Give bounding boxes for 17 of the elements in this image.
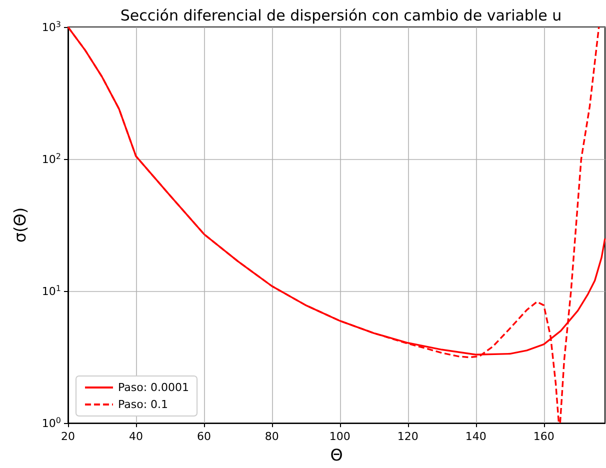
x-tick-label: 40: [128, 430, 143, 444]
chart-title: Sección diferencial de dispersión con cambio de variable u: [120, 6, 562, 24]
x-tick-label: 60: [196, 430, 211, 444]
x-tick-label: 80: [264, 430, 279, 444]
y-tick-label: 10$^{0}$: [42, 416, 61, 430]
legend-label: Paso: 0.0001: [118, 381, 190, 394]
x-tick-label: 160: [533, 430, 554, 444]
x-tick-label: 120: [397, 430, 418, 444]
y-tick-label: 10$^{3}$: [42, 20, 61, 34]
y-tick-label: 10$^{1}$: [42, 284, 61, 298]
x-tick-label: 140: [465, 430, 486, 444]
legend-label: Paso: 0.1: [118, 398, 168, 411]
x-tick-label: 100: [329, 430, 350, 444]
y-axis-title: σ(Θ): [10, 207, 30, 243]
y-tick-label: 10$^{2}$: [42, 152, 61, 166]
x-axis-title: Θ: [330, 446, 343, 464]
x-tick-label: 20: [61, 430, 75, 444]
